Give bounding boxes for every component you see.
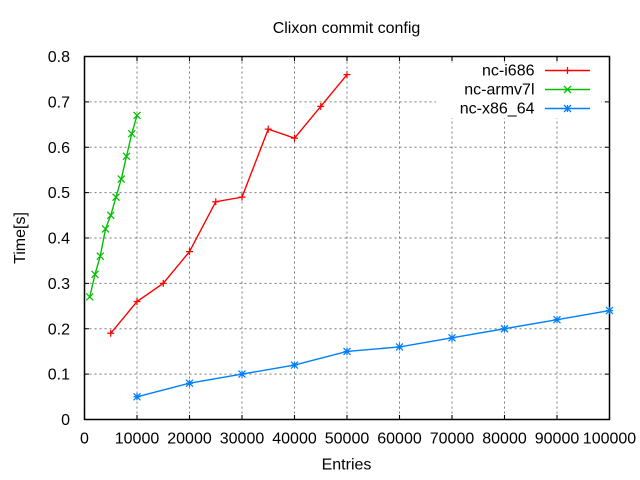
svg-text:10000: 10000 [115,431,160,448]
svg-text:0.1: 0.1 [48,367,70,384]
svg-text:20000: 20000 [167,431,212,448]
svg-text:nc-x86_64: nc-x86_64 [460,101,535,118]
svg-text:0.4: 0.4 [48,231,70,248]
svg-text:90000: 90000 [535,431,580,448]
svg-text:0: 0 [80,431,89,448]
svg-text:0.2: 0.2 [48,321,70,338]
svg-text:30000: 30000 [220,431,265,448]
svg-text:60000: 60000 [377,431,422,448]
svg-text:0.3: 0.3 [48,276,70,293]
svg-text:0.8: 0.8 [48,49,70,66]
svg-text:nc-i686: nc-i686 [482,63,535,80]
svg-text:0: 0 [61,412,70,429]
svg-text:40000: 40000 [272,431,317,448]
svg-text:Clixon commit config: Clixon commit config [273,20,421,37]
svg-text:Entries: Entries [322,457,372,474]
svg-text:0.7: 0.7 [48,94,70,111]
svg-text:80000: 80000 [482,431,527,448]
svg-text:nc-armv7l: nc-armv7l [464,82,534,99]
svg-text:0.5: 0.5 [48,185,70,202]
svg-text:70000: 70000 [430,431,475,448]
svg-text:Time[s]: Time[s] [12,212,29,264]
svg-text:100000: 100000 [583,431,636,448]
svg-text:0.6: 0.6 [48,140,70,157]
svg-text:50000: 50000 [325,431,370,448]
